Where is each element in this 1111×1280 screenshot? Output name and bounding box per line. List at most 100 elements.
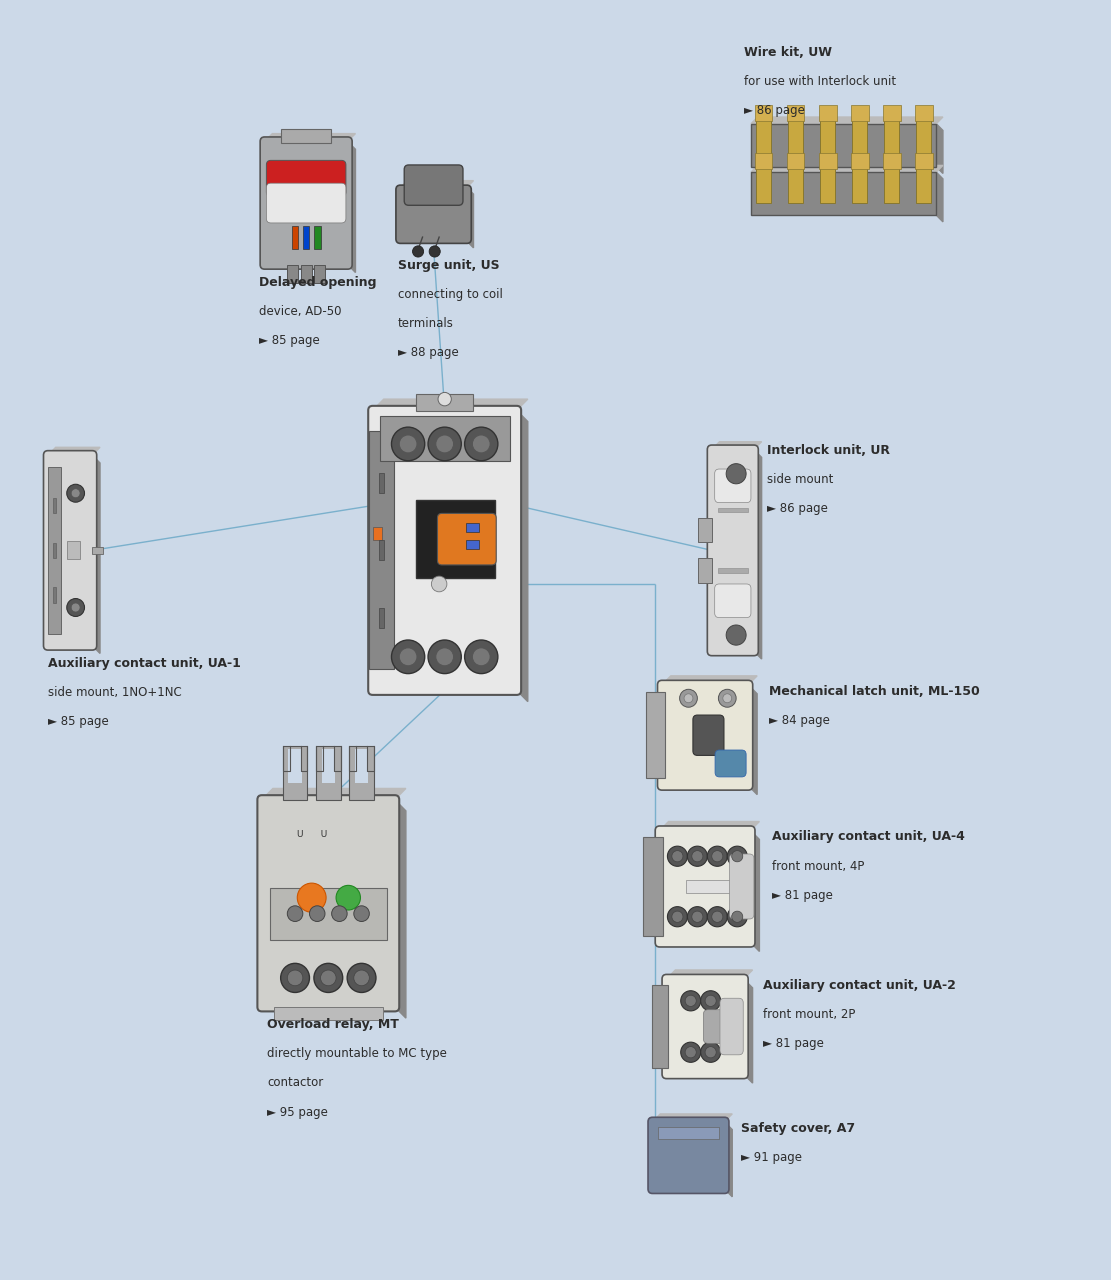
Bar (296, 749, 302, 783)
Text: ► 84 page: ► 84 page (769, 714, 830, 727)
Bar (819, 154, 837, 169)
Circle shape (321, 970, 336, 986)
Circle shape (298, 883, 327, 913)
Bar (757, 163, 771, 204)
FancyBboxPatch shape (404, 165, 463, 205)
FancyBboxPatch shape (720, 998, 743, 1055)
Bar (852, 163, 867, 204)
Text: connecting to coil: connecting to coil (398, 288, 503, 301)
Polygon shape (662, 676, 757, 685)
Polygon shape (652, 1114, 732, 1121)
Circle shape (712, 911, 723, 923)
Circle shape (336, 886, 360, 910)
Bar (851, 154, 869, 169)
Polygon shape (517, 411, 528, 701)
Bar (369, 431, 393, 669)
Circle shape (67, 599, 84, 617)
Bar (314, 265, 326, 283)
FancyBboxPatch shape (708, 445, 759, 655)
Circle shape (728, 906, 748, 927)
Text: terminals: terminals (398, 317, 454, 330)
Bar (48, 467, 61, 634)
Bar (379, 540, 383, 561)
Circle shape (472, 648, 490, 666)
Bar (787, 105, 804, 122)
Text: Auxiliary contact unit, UA-2: Auxiliary contact unit, UA-2 (763, 979, 957, 992)
Polygon shape (751, 831, 760, 951)
Polygon shape (400, 180, 473, 187)
Circle shape (668, 846, 688, 867)
Circle shape (732, 911, 743, 923)
Circle shape (672, 851, 683, 861)
Circle shape (332, 906, 347, 922)
Polygon shape (667, 970, 752, 979)
Text: ► 86 page: ► 86 page (744, 105, 804, 118)
Bar (914, 154, 932, 169)
Polygon shape (262, 788, 406, 800)
Circle shape (732, 851, 743, 861)
Circle shape (712, 851, 723, 861)
Bar (917, 114, 931, 155)
Bar (883, 105, 901, 122)
Circle shape (67, 484, 84, 502)
Circle shape (314, 964, 342, 992)
Bar (914, 105, 932, 122)
FancyBboxPatch shape (715, 750, 747, 777)
Bar (819, 105, 837, 122)
Circle shape (71, 489, 80, 498)
Circle shape (353, 906, 369, 922)
Bar (718, 508, 748, 512)
Bar (851, 105, 869, 122)
Text: Surge unit, US: Surge unit, US (398, 259, 500, 273)
Bar (273, 1007, 383, 1020)
Bar (789, 114, 803, 155)
Bar (917, 163, 931, 204)
Bar (354, 749, 361, 783)
Text: Interlock unit, UR: Interlock unit, UR (768, 444, 890, 457)
Text: Mechanical latch unit, ML-150: Mechanical latch unit, ML-150 (769, 685, 980, 698)
Circle shape (688, 846, 708, 867)
Polygon shape (751, 165, 943, 172)
Circle shape (701, 991, 721, 1011)
Bar (349, 746, 373, 800)
Circle shape (71, 603, 80, 612)
Bar (884, 163, 899, 204)
Circle shape (681, 1042, 701, 1062)
Circle shape (692, 851, 703, 861)
Circle shape (281, 964, 310, 992)
Text: ► 81 page: ► 81 page (772, 888, 832, 901)
Text: device, AD-50: device, AD-50 (259, 305, 341, 317)
Bar (53, 498, 57, 513)
Polygon shape (749, 685, 757, 795)
FancyBboxPatch shape (260, 137, 352, 269)
FancyBboxPatch shape (267, 160, 346, 196)
Circle shape (472, 435, 490, 453)
Text: ► 85 page: ► 85 page (48, 716, 109, 728)
Circle shape (391, 640, 424, 673)
FancyBboxPatch shape (714, 468, 751, 503)
Circle shape (708, 906, 728, 927)
Text: Auxiliary contact unit, UA-1: Auxiliary contact unit, UA-1 (48, 657, 241, 669)
Circle shape (708, 846, 728, 867)
Polygon shape (48, 447, 100, 456)
Bar (787, 154, 804, 169)
Polygon shape (754, 449, 762, 659)
Bar (884, 114, 899, 155)
Circle shape (353, 970, 369, 986)
Bar (754, 154, 772, 169)
Polygon shape (937, 172, 943, 221)
Text: Overload relay, MT: Overload relay, MT (268, 1018, 399, 1032)
Bar (417, 500, 496, 579)
Circle shape (672, 911, 683, 923)
Circle shape (399, 435, 417, 453)
Polygon shape (372, 399, 528, 411)
Circle shape (688, 906, 708, 927)
FancyBboxPatch shape (693, 716, 724, 755)
Text: Safety cover, A7: Safety cover, A7 (741, 1121, 855, 1135)
Polygon shape (348, 141, 356, 273)
Circle shape (668, 906, 688, 927)
Text: ► 86 page: ► 86 page (768, 502, 828, 515)
FancyBboxPatch shape (658, 681, 753, 790)
Bar (372, 527, 381, 540)
Bar (322, 749, 329, 783)
